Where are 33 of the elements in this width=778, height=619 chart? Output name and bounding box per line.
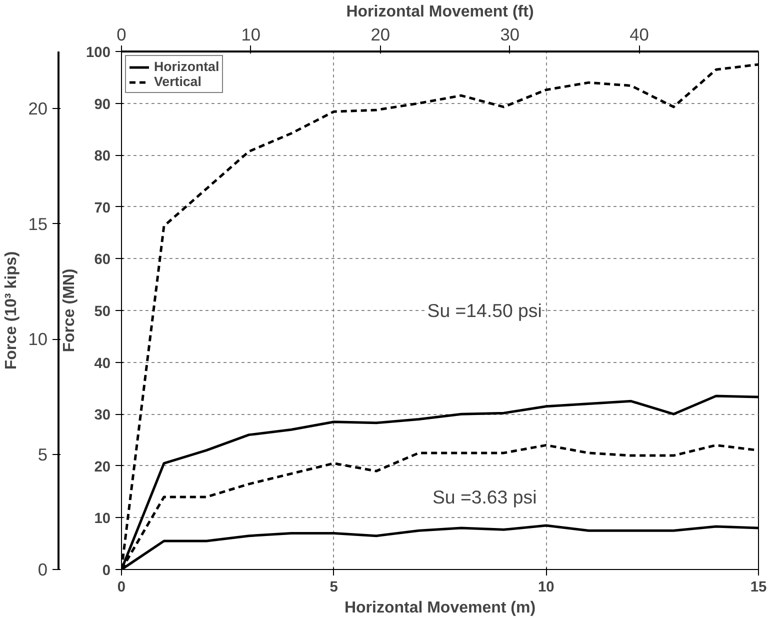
y-tick-label: 70 — [94, 200, 111, 216]
y-tick-label: 100 — [86, 45, 111, 61]
legend-label: Horizontal — [154, 59, 220, 74]
legend-label: Vertical — [154, 74, 202, 89]
annotation: Su =14.50 psi — [427, 300, 542, 321]
annotation: Su =3.63 psi — [432, 486, 537, 508]
x2-tick-label: 40 — [630, 24, 649, 44]
x2-axis-title: Horizontal Movement (ft) — [346, 4, 534, 20]
y-tick-label: 40 — [94, 356, 111, 372]
y2-axis-title: Force (10³ kips) — [3, 251, 20, 370]
y-tick-label: 60 — [94, 252, 111, 268]
y-tick-label: 10 — [94, 511, 111, 528]
x2-tick-label: 10 — [241, 24, 261, 44]
x2-tick-label: 30 — [500, 24, 520, 44]
x2-tick-label: 20 — [370, 24, 390, 44]
x2-tick-label: 0 — [116, 24, 126, 44]
y2-tick-label: 10 — [28, 329, 48, 350]
x-tick-label: 10 — [538, 580, 554, 596]
y-tick-label: 50 — [94, 304, 111, 320]
y-tick-label: 30 — [94, 408, 111, 424]
x-tick-label: 5 — [330, 580, 338, 596]
y-tick-label: 0 — [102, 563, 111, 579]
y2-tick-label: 15 — [28, 214, 48, 234]
y-tick-label: 80 — [94, 148, 111, 165]
x-tick-label: 0 — [117, 580, 126, 596]
y2-tick-label: 0 — [38, 560, 48, 580]
y-tick-label: 20 — [94, 459, 111, 476]
y-tick-label: 90 — [94, 96, 111, 113]
y2-tick-label: 20 — [28, 98, 48, 119]
x-axis-title: Horizontal Movement (m) — [344, 600, 536, 616]
y-axis-title: Force (MN) — [61, 268, 78, 352]
y2-tick-label: 5 — [38, 444, 48, 464]
x-tick-label: 15 — [750, 580, 767, 596]
